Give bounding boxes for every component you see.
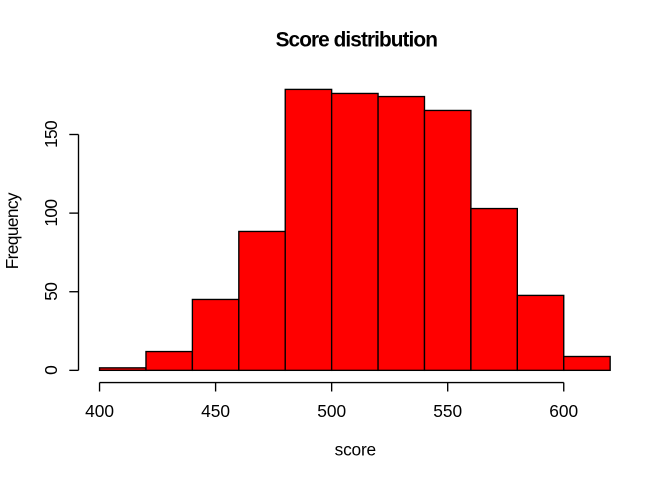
svg-text:100: 100 [41,200,61,227]
svg-text:Score distribution: Score distribution [276,29,438,52]
svg-text:score: score [335,440,376,460]
svg-text:50: 50 [41,283,61,301]
svg-text:600: 600 [549,401,578,421]
svg-text:450: 450 [201,401,230,421]
svg-text:400: 400 [85,401,114,421]
svg-text:550: 550 [433,401,462,421]
svg-text:Frequency: Frequency [2,192,22,269]
svg-text:500: 500 [317,401,346,421]
svg-text:150: 150 [41,121,61,148]
svg-text:0: 0 [41,366,61,375]
